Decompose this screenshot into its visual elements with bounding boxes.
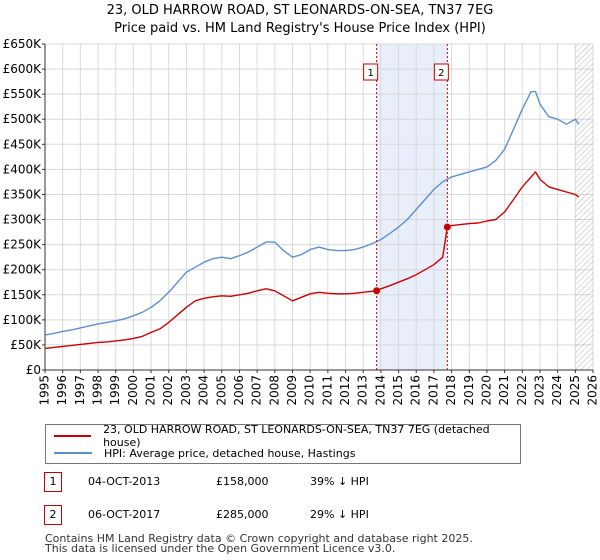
sale-hpi-diff: 39% ↓ HPI: [310, 475, 369, 488]
x-tick-label: 2018: [444, 375, 458, 406]
hpi-line: [44, 90, 580, 336]
x-tick-label: 2014: [373, 375, 387, 406]
footer-copyright: Contains HM Land Registry data © Crown c…: [45, 532, 473, 545]
x-tick-label: 1995: [38, 375, 52, 406]
y-tick-label: £300K: [3, 213, 43, 227]
y-tick-label: £600K: [3, 62, 43, 76]
property-price-line: [44, 171, 580, 350]
chart-subtitle: Price paid vs. HM Land Registry's House …: [114, 21, 486, 36]
sale-marker-badge: [363, 63, 379, 81]
sale-badge: 1: [44, 472, 62, 492]
sale-badge: 2: [44, 505, 62, 525]
x-tick-label: 2026: [586, 375, 600, 406]
legend-swatch-hpi: [54, 452, 92, 454]
x-tick-label: 1998: [91, 375, 105, 406]
x-tick-label: 2020: [479, 375, 493, 406]
legend-item-hpi: HPI: Average price, detached house, Hast…: [54, 445, 355, 461]
x-tick-label: 2007: [250, 375, 264, 406]
sale-date: 04-OCT-2013: [88, 475, 161, 488]
footer-licence: This data is licensed under the Open Gov…: [45, 542, 396, 555]
x-tick-label: 2004: [197, 375, 211, 406]
legend-swatch-property: [54, 435, 92, 437]
x-tick-label: 2003: [179, 375, 193, 406]
x-tick-label: 2022: [515, 375, 529, 406]
x-tick-label: 2010: [303, 375, 317, 406]
plot-background: [45, 44, 593, 370]
forecast-hatch: [575, 44, 593, 370]
y-tick-label: £150K: [3, 288, 43, 302]
legend: 23, OLD HARROW ROAD, ST LEONARDS-ON-SEA,…: [45, 423, 521, 464]
sale-point: [443, 223, 451, 231]
x-tick-label: 2008: [267, 375, 281, 406]
x-tick-label: 2012: [338, 375, 352, 406]
sale-marker-badge: [433, 63, 449, 81]
x-tick-label: 2024: [550, 375, 564, 406]
x-tick-label: 2015: [391, 375, 405, 406]
x-tick-label: 2009: [285, 375, 299, 406]
sale-date: 06-OCT-2017: [88, 508, 161, 521]
shaded-region: [376, 44, 448, 370]
x-tick-label: 2011: [320, 375, 334, 406]
y-tick-label: £450K: [3, 137, 43, 151]
x-tick-label: 1996: [55, 375, 69, 406]
x-tick-label: 2005: [214, 375, 228, 406]
y-tick-label: £200K: [3, 263, 43, 277]
sale-marker-label: 1: [367, 68, 373, 79]
sale-hpi-diff: 29% ↓ HPI: [310, 508, 369, 521]
legend-item-property: 23, OLD HARROW ROAD, ST LEONARDS-ON-SEA,…: [54, 423, 520, 449]
sale-price: £285,000: [216, 508, 269, 521]
x-tick-label: 2001: [144, 375, 158, 406]
x-tick-label: 2000: [126, 375, 140, 406]
x-tick-label: 2016: [409, 375, 423, 406]
sale-price: £158,000: [216, 475, 269, 488]
x-tick-label: 2025: [568, 375, 582, 406]
x-tick-label: 2017: [426, 375, 440, 406]
sale-marker-label: 2: [438, 68, 444, 79]
x-tick-label: 1999: [108, 375, 122, 406]
y-tick-label: £250K: [3, 238, 43, 252]
x-tick-label: 2002: [161, 375, 175, 406]
x-tick-label: 2023: [532, 375, 546, 406]
chart-area: 1 2 £0 £50K £100K £150K £200K £250K £300K £350K £…: [3, 37, 600, 406]
x-tick-label: 2019: [462, 375, 476, 406]
y-tick-label: £550K: [3, 87, 43, 101]
legend-label-hpi: HPI: Average price, detached house, Hast…: [104, 446, 356, 460]
y-tick-label: £500K: [3, 112, 43, 126]
y-tick-label: £100K: [3, 313, 43, 327]
x-tick-label: 2021: [497, 375, 511, 406]
y-tick-label: £0: [26, 363, 41, 377]
y-tick-label: £650K: [3, 37, 43, 51]
x-tick-label: 1997: [73, 375, 87, 406]
y-tick-label: £50K: [10, 338, 42, 352]
legend-label-property: 23, OLD HARROW ROAD, ST LEONARDS-ON-SEA,…: [103, 423, 490, 449]
chart-title: 23, OLD HARROW ROAD, ST LEONARDS-ON-SEA,…: [106, 3, 494, 18]
x-tick-label: 2013: [356, 375, 370, 406]
sale-point: [373, 287, 381, 295]
y-tick-label: £400K: [3, 162, 43, 176]
y-tick-label: £350K: [3, 187, 43, 201]
x-tick-label: 2006: [232, 375, 246, 406]
